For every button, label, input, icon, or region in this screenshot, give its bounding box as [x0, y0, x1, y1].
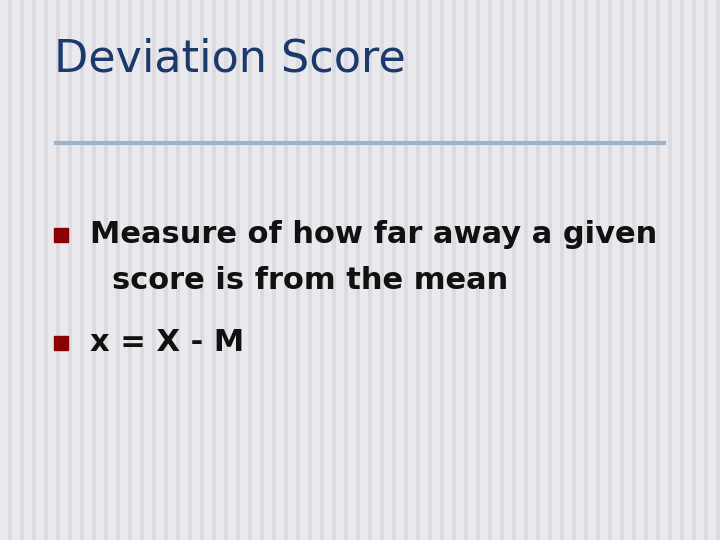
Text: score is from the mean: score is from the mean	[112, 266, 508, 295]
Text: Measure of how far away a given: Measure of how far away a given	[90, 220, 657, 249]
Text: Deviation Score: Deviation Score	[54, 38, 406, 81]
Text: x = X - M: x = X - M	[90, 328, 244, 357]
